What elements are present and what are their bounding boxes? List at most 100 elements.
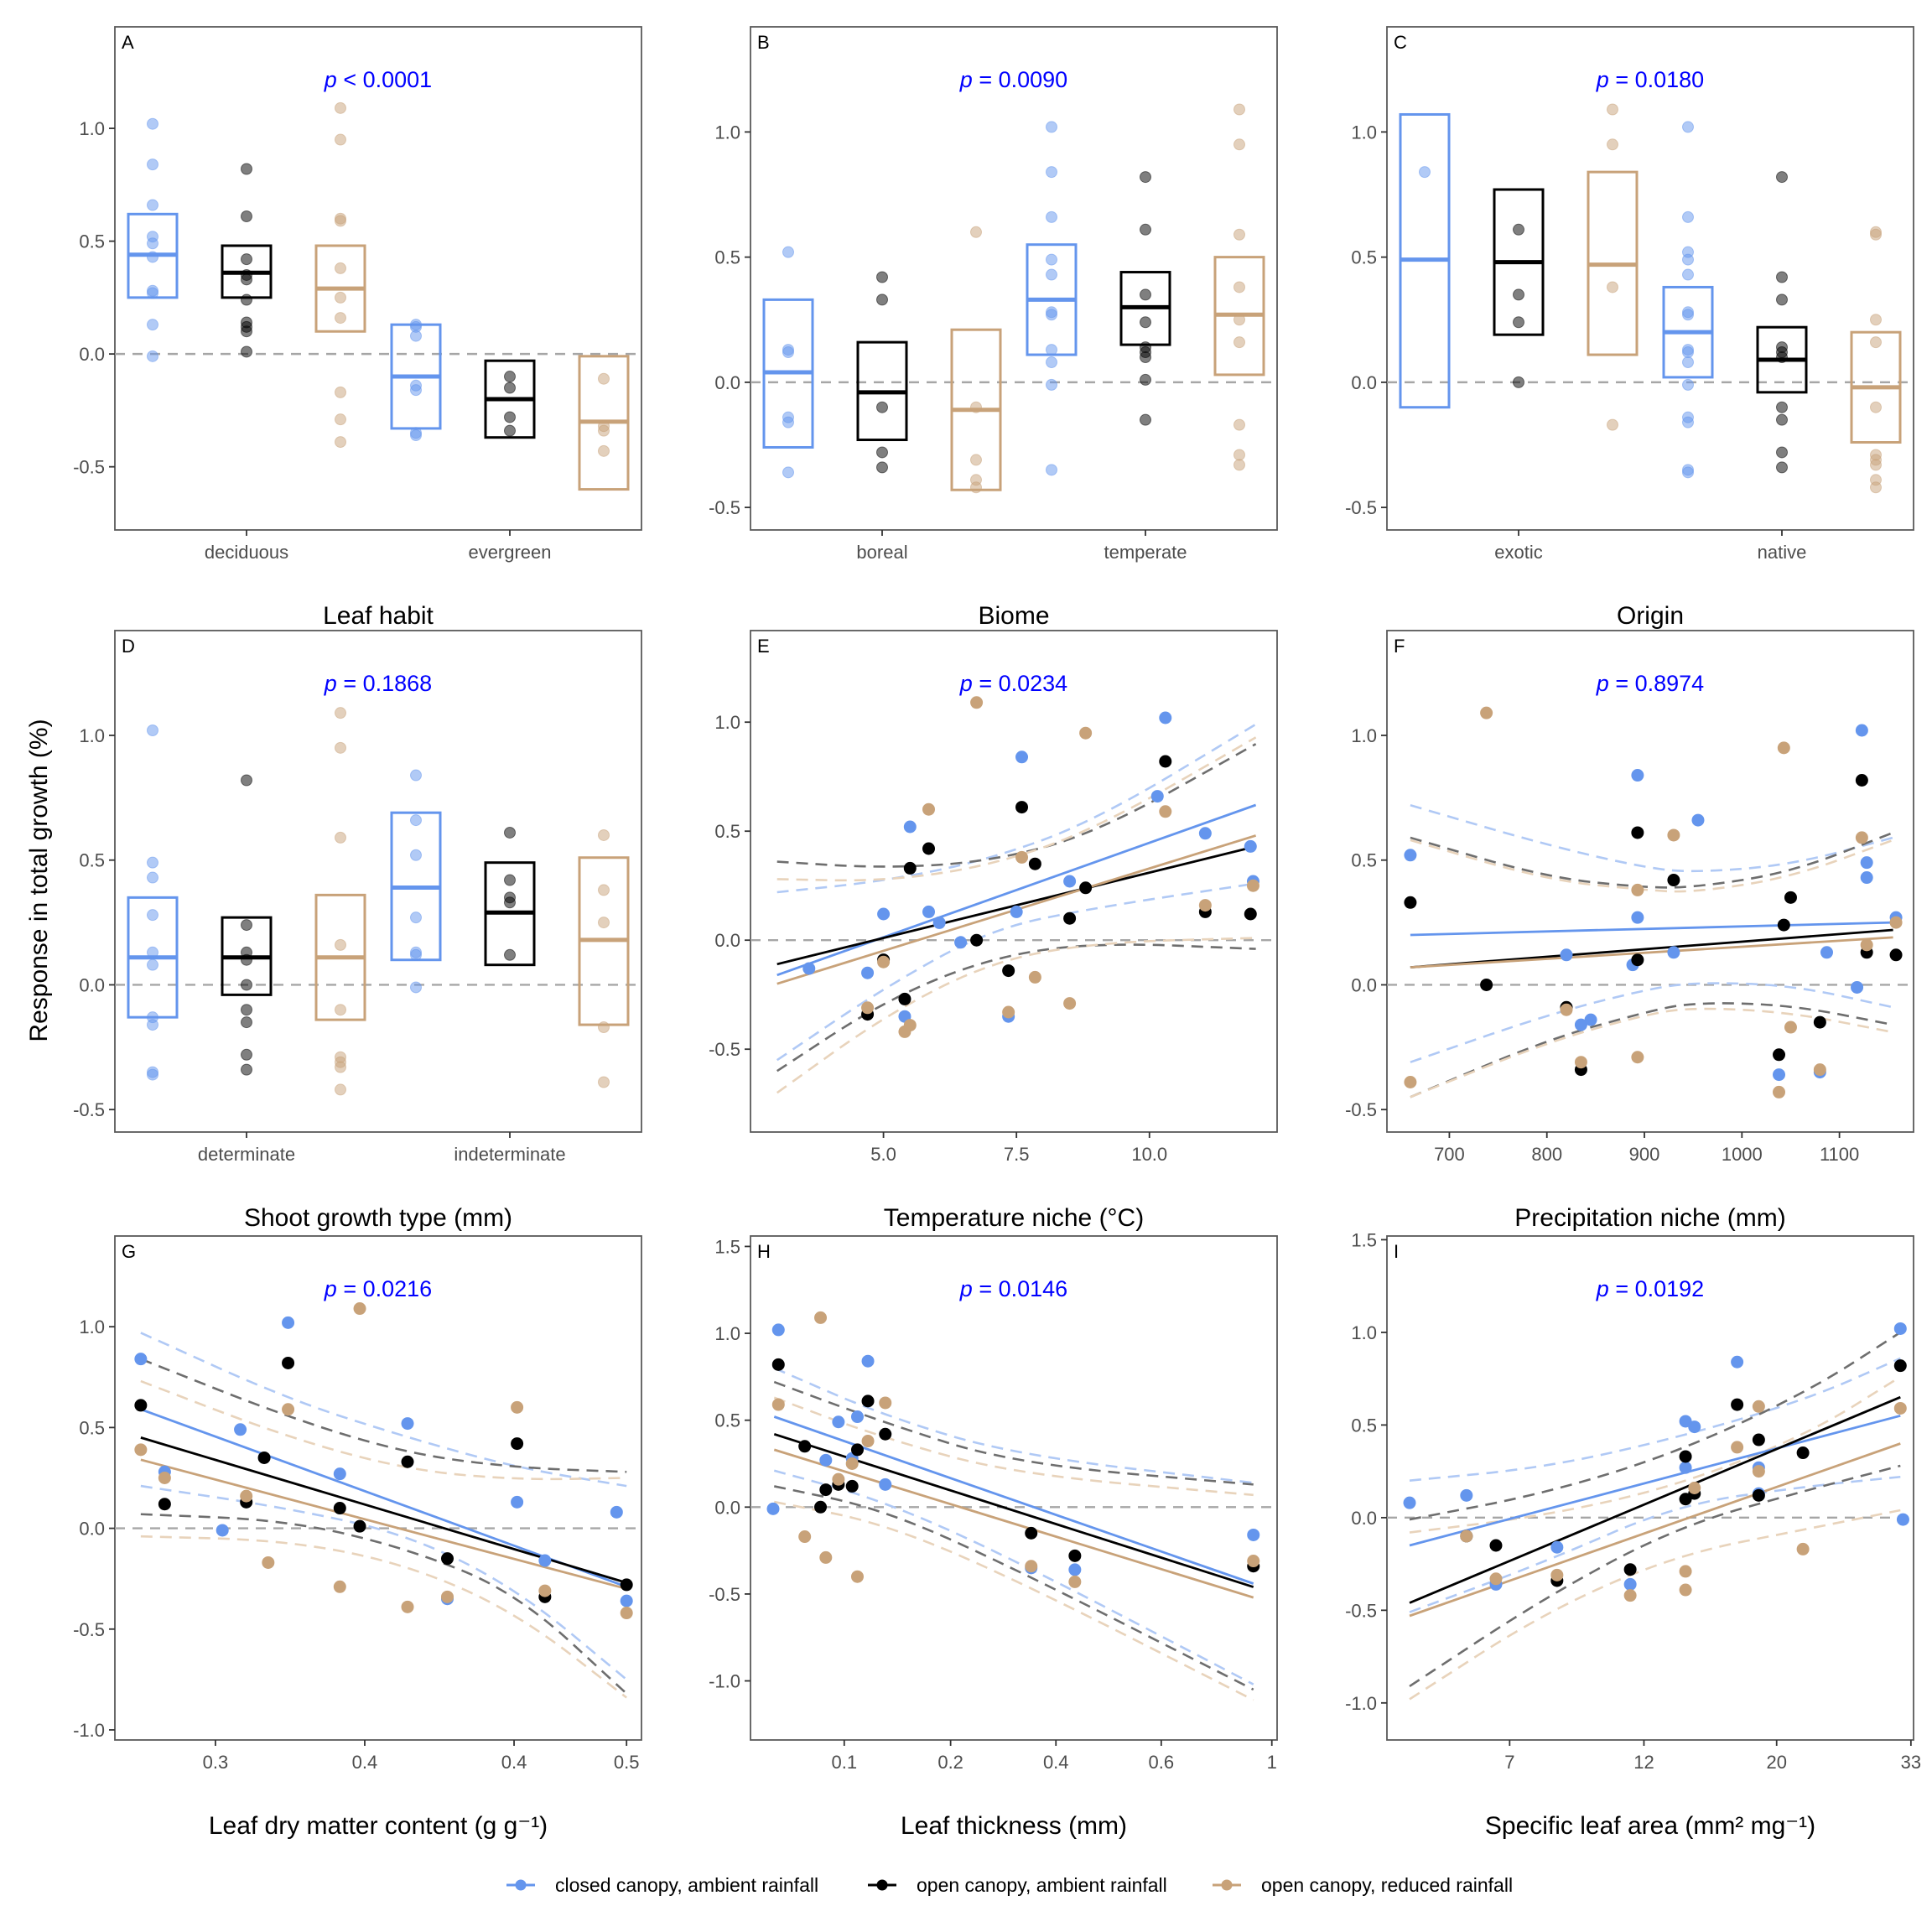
data-point [766, 1502, 780, 1515]
data-point [335, 1083, 346, 1096]
data-point [1631, 769, 1644, 782]
data-point [1870, 314, 1882, 326]
x-tick-label: 0.4 [501, 1752, 527, 1773]
data-point [1631, 953, 1644, 967]
data-point [1679, 1493, 1692, 1506]
data-point [1244, 907, 1257, 921]
data-point [1631, 1051, 1644, 1064]
data-point [1682, 416, 1694, 428]
y-tick-label: 0.0 [714, 372, 740, 393]
data-point [1404, 1075, 1417, 1088]
regression-line [1409, 1414, 1901, 1547]
x-tick-label: 1000 [1722, 1144, 1763, 1165]
data-point [1679, 1415, 1692, 1428]
data-point [903, 861, 917, 875]
data-point [1246, 879, 1259, 892]
x-axis-title: Origin [1617, 602, 1684, 630]
data-point [410, 948, 422, 961]
panel-letter: H [757, 1241, 771, 1262]
data-point [903, 1019, 917, 1032]
data-point [410, 981, 422, 994]
data-point [410, 384, 422, 397]
data-point [1079, 881, 1093, 895]
data-point [1896, 1513, 1909, 1526]
data-point [1150, 790, 1164, 803]
x-tick-label: exotic [1494, 542, 1542, 563]
data-point [1776, 446, 1788, 459]
p-value: = 0.0146 [973, 1276, 1067, 1301]
data-point [1063, 911, 1077, 925]
data-point [504, 371, 516, 383]
data-point [1198, 899, 1212, 912]
x-tick-label: 800 [1531, 1144, 1562, 1165]
data-point [1860, 871, 1873, 885]
data-point [410, 330, 422, 342]
data-point [241, 210, 252, 223]
data-point [241, 979, 252, 991]
ci-lower-line [1409, 1475, 1901, 1613]
data-point [1560, 1003, 1573, 1016]
ci-upper-line [1409, 1331, 1902, 1521]
p-value: = 0.0216 [337, 1276, 432, 1301]
data-point [771, 1358, 785, 1371]
data-point [1002, 1005, 1015, 1019]
data-point [1046, 268, 1057, 281]
ci-upper-line [773, 1396, 1254, 1497]
data-point [1623, 1577, 1637, 1591]
data-point [241, 953, 252, 966]
y-tick-label: 1.0 [714, 712, 740, 733]
data-point [877, 955, 891, 969]
data-point [782, 346, 794, 359]
data-point [598, 372, 610, 385]
data-point [771, 1323, 785, 1337]
data-point [1068, 1563, 1082, 1576]
data-point [782, 416, 794, 428]
data-point [1584, 1013, 1597, 1026]
p-value: < 0.0001 [337, 67, 432, 92]
plot-frame [114, 26, 642, 531]
p-symbol: p [324, 671, 337, 696]
data-point [241, 1004, 252, 1016]
data-point [1820, 946, 1833, 959]
y-tick-label: 0.5 [714, 247, 740, 268]
p-value: = 0.8974 [1609, 671, 1704, 696]
data-point [1682, 466, 1694, 479]
ci-upper-line [140, 1332, 627, 1488]
data-point [1679, 1461, 1692, 1474]
p-symbol: p [324, 1276, 337, 1301]
ci-lower-line [1410, 1002, 1893, 1098]
data-point [1028, 857, 1041, 870]
data-point [1233, 281, 1245, 293]
data-point [147, 871, 158, 884]
x-tick-label: native [1758, 542, 1807, 563]
x-tick-label: 0.6 [1149, 1752, 1175, 1773]
data-point [1631, 911, 1644, 924]
data-point [850, 1410, 864, 1424]
x-axis-title: Leaf dry matter content (g g⁻¹) [209, 1812, 548, 1840]
data-point [1893, 1359, 1907, 1373]
y-tick-label: 0.5 [714, 1410, 740, 1431]
y-tick-label: 1.5 [714, 1236, 740, 1257]
panel-letter: F [1394, 636, 1405, 657]
data-point [1550, 1568, 1564, 1581]
data-point [241, 325, 252, 338]
regression-line [1410, 928, 1893, 969]
data-point [1419, 166, 1431, 179]
data-point [1813, 1063, 1826, 1077]
panel-a: A -0.5 0.0 0.5 1.0 p < 0.0001 Leaf habit decidu… [73, 26, 642, 630]
y-tick-label: -0.5 [709, 1039, 740, 1060]
data-point [819, 1453, 833, 1467]
data-point [1068, 1549, 1082, 1562]
x-tick-label: 12 [1633, 1752, 1654, 1773]
data-point [1046, 309, 1057, 321]
p-symbol: p [959, 67, 973, 92]
data-point [241, 1016, 252, 1029]
data-point [1893, 1401, 1907, 1415]
data-point [410, 814, 422, 827]
p-value-label: p < 0.0001 [324, 67, 432, 92]
regression-line [1410, 921, 1893, 937]
legend-point-key [876, 1879, 888, 1891]
data-point [861, 966, 875, 979]
data-point [1233, 138, 1245, 151]
data-point [1752, 1465, 1765, 1478]
